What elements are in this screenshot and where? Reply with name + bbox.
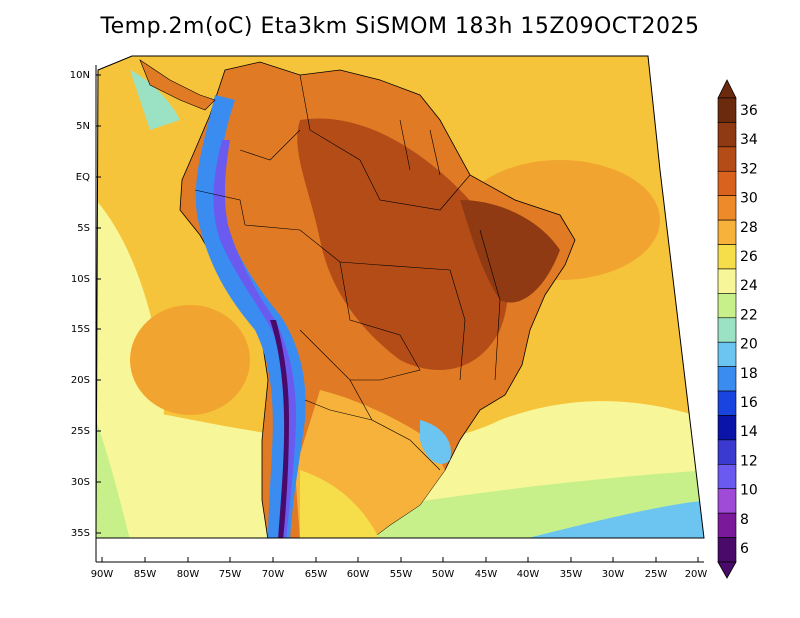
colorbar-label: 36 — [740, 103, 758, 119]
colorbar-swatch — [717, 488, 737, 514]
lon-label: 40W — [517, 569, 540, 580]
colorbar-swatch — [717, 219, 737, 245]
lon-label: 20W — [685, 569, 708, 580]
andes-cold-strip — [195, 95, 306, 538]
lat-label: 30S — [71, 477, 90, 488]
colorbar-swatch — [717, 195, 737, 221]
colorbar-label: 28 — [740, 220, 758, 236]
lat-label: 20S — [71, 375, 90, 386]
lon-label: 80W — [177, 569, 200, 580]
colorbar-swatch — [717, 366, 737, 392]
map-title: Temp.2m(oC) Eta3km SiSMOM 183h 15Z09OCT2… — [100, 14, 700, 39]
colorbar-swatch — [717, 537, 737, 563]
pacific-cool-band — [96, 200, 164, 538]
lat-label: 15S — [71, 324, 90, 335]
lon-label: 45W — [475, 569, 498, 580]
lat-label: 35S — [71, 528, 90, 539]
pacific-warm-patch — [130, 305, 250, 415]
lon-label: 35W — [560, 569, 583, 580]
latitude-axis: 10N 5N EQ 5S 10S 15S 20S 25S 30S 35S — [70, 70, 101, 539]
lon-label: 70W — [262, 569, 285, 580]
patagonia-cool — [300, 470, 380, 538]
colorbar-label: 12 — [740, 453, 758, 469]
lon-label: 30W — [602, 569, 625, 580]
lat-label: 5N — [76, 121, 90, 132]
colorbar-label: 10 — [740, 483, 758, 499]
map-field — [96, 56, 704, 538]
lon-label: 55W — [390, 569, 413, 580]
colorbar-top-arrow — [717, 79, 737, 99]
central-america-land — [139, 59, 216, 111]
lat-label: EQ — [76, 172, 90, 183]
colorbar: 36 34 32 30 28 26 24 22 20 18 16 14 12 10 8 6 — [717, 79, 758, 579]
colorbar-label: 20 — [740, 337, 758, 353]
lat-label: 5S — [77, 223, 90, 234]
lon-label: 90W — [91, 569, 114, 580]
lon-label: 60W — [347, 569, 370, 580]
lon-label: 50W — [432, 569, 455, 580]
colorbar-swatch — [717, 415, 737, 441]
pacific-cool-band-2 — [96, 420, 130, 538]
longitude-axis: 90W 85W 80W 75W 70W 65W 60W 55W 50W 45W … — [91, 557, 708, 580]
colorbar-label: 26 — [740, 249, 758, 265]
southern-brazil-cool-spot — [420, 420, 451, 464]
colorbar-swatch — [717, 97, 737, 123]
colorbar-swatch — [717, 464, 737, 490]
colorbar-swatch — [717, 170, 737, 196]
map-frame — [95, 55, 705, 539]
hot-northeast — [460, 200, 560, 303]
colorbar-bottom-arrow — [717, 561, 737, 579]
colorbar-swatch — [717, 122, 737, 148]
colorbar-swatch — [717, 293, 737, 319]
lon-label: 25W — [645, 569, 668, 580]
colorbar-label: 8 — [740, 512, 749, 528]
colorbar-swatch — [717, 146, 737, 172]
hot-interior — [297, 118, 508, 370]
colorbar-label: 22 — [740, 307, 758, 323]
lon-label: 65W — [305, 569, 328, 580]
lat-label: 25S — [71, 426, 90, 437]
colorbar-label: 30 — [740, 191, 758, 207]
country-borders — [194, 74, 501, 471]
colorbar-label: 14 — [740, 424, 758, 440]
lon-label: 75W — [219, 569, 242, 580]
colorbar-swatch — [717, 341, 737, 367]
colorbar-label: 24 — [740, 278, 758, 294]
colorbar-swatch — [717, 317, 737, 343]
colorbar-label: 34 — [740, 132, 758, 148]
colorbar-swatch — [717, 244, 737, 270]
colorbar-swatch — [717, 268, 737, 294]
pacific-north-cool — [130, 70, 180, 130]
lat-label: 10N — [70, 70, 90, 81]
andes-coldest-strip — [270, 320, 289, 538]
colorbar-swatch — [717, 439, 737, 465]
colorbar-label: 16 — [740, 395, 758, 411]
colorbar-label: 18 — [740, 366, 758, 382]
colorbar-swatch — [717, 512, 737, 538]
lat-label: 10S — [71, 274, 90, 285]
lon-label: 85W — [134, 569, 157, 580]
colorbar-label: 32 — [740, 161, 758, 177]
colorbar-label: 6 — [740, 541, 749, 557]
colorbar-swatch — [717, 390, 737, 416]
